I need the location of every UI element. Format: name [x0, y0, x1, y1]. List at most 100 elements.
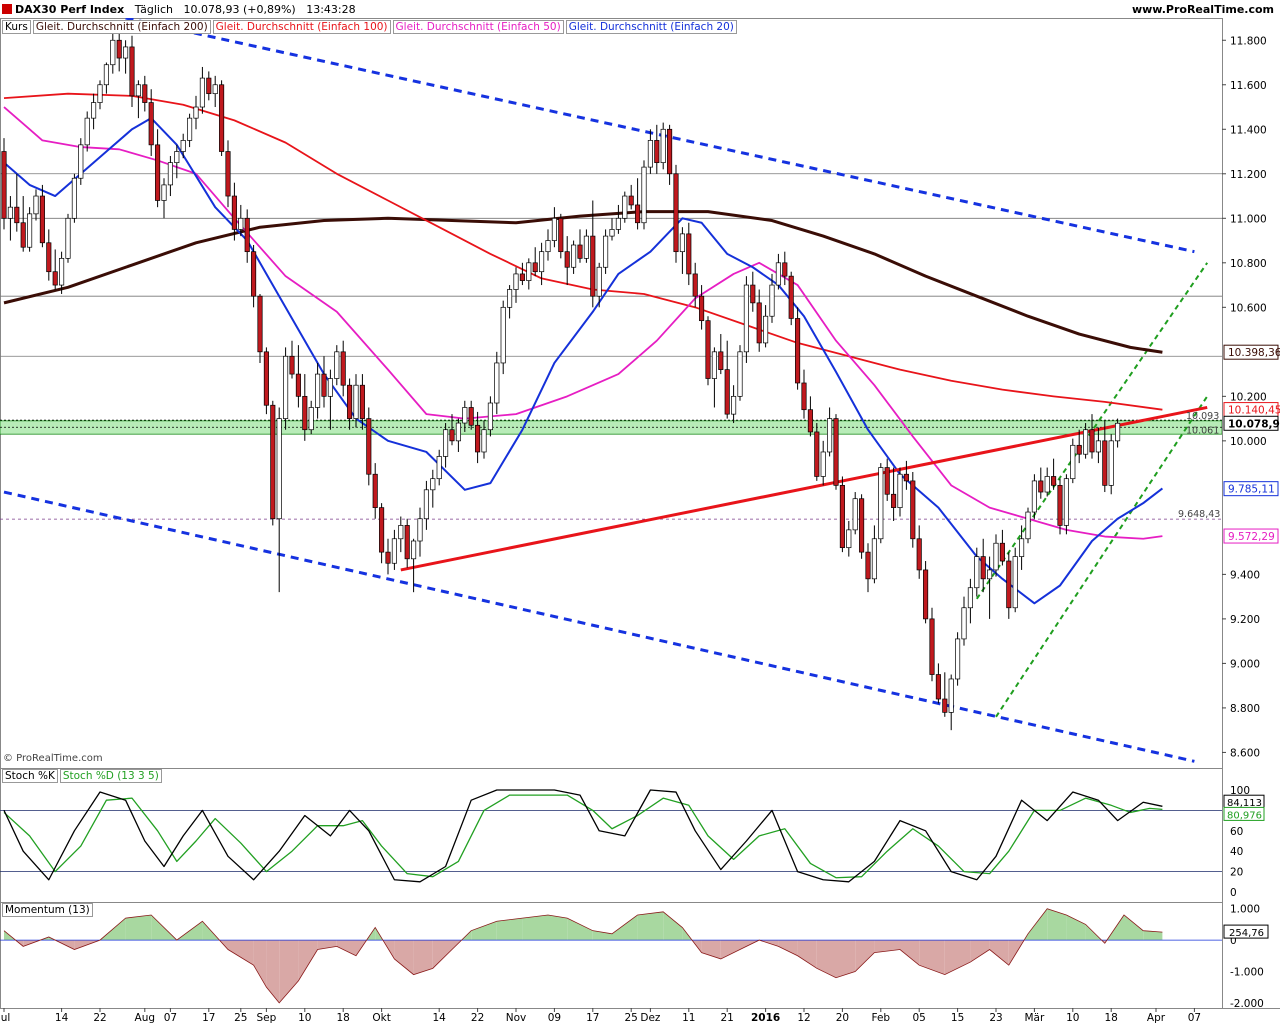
candle	[167, 155, 173, 197]
candle	[449, 414, 455, 446]
legend-ma50[interactable]: Gleit. Durchschnitt (Einfach 50)	[392, 20, 564, 34]
candle	[615, 204, 621, 234]
y-tick-label: 11.600	[1230, 80, 1267, 92]
momentum-area	[1124, 914, 1144, 941]
momentum-area	[900, 940, 920, 966]
candle-body	[404, 525, 410, 560]
candle-body	[577, 244, 583, 259]
site-label[interactable]: www.ProRealTime.com	[1131, 3, 1274, 16]
legend-ma200[interactable]: Gleit. Durchschnitt (Einfach 200)	[32, 20, 211, 34]
candle-body	[443, 429, 449, 457]
candle	[839, 476, 845, 553]
y-tick-label: 8.800	[1230, 703, 1260, 715]
momentum-legend: Momentum (13)	[2, 903, 95, 917]
candle-body	[539, 251, 545, 273]
candle	[46, 229, 52, 281]
candle	[372, 463, 378, 519]
legend-ma20[interactable]: Gleit. Durchschnitt (Einfach 20)	[565, 20, 737, 34]
candle	[7, 196, 13, 241]
candle-body	[628, 195, 634, 206]
candle	[833, 414, 839, 490]
candle	[103, 62, 109, 94]
legend-momentum[interactable]: Momentum (13)	[2, 903, 93, 917]
candle	[564, 236, 570, 286]
candle-body	[731, 395, 737, 415]
candle	[654, 124, 660, 174]
candle	[27, 207, 33, 252]
candle-body	[705, 320, 711, 379]
candle-body	[1070, 444, 1076, 480]
candle	[1006, 552, 1012, 619]
candle-body	[65, 217, 71, 259]
candle	[775, 253, 781, 290]
y-tick-label: 9.400	[1230, 569, 1260, 581]
candle-body	[1019, 538, 1025, 557]
stoch-tick-label: 20	[1230, 867, 1243, 879]
candle-body	[187, 117, 193, 141]
candle	[724, 340, 730, 419]
candle	[161, 178, 167, 219]
candle	[78, 138, 84, 185]
candle	[807, 396, 813, 437]
candle-body	[372, 473, 378, 508]
candle	[359, 374, 365, 430]
candle	[718, 334, 724, 375]
candle	[750, 271, 756, 312]
candle-body	[1, 151, 7, 219]
candle	[1038, 467, 1044, 499]
candle	[475, 411, 481, 464]
candle-body	[251, 251, 257, 297]
candle-body	[340, 351, 346, 386]
momentum-value-box	[1223, 924, 1269, 939]
candle-body	[756, 302, 762, 344]
x-tick-label: 10	[298, 1012, 311, 1024]
ma200-line	[3, 210, 1163, 354]
candle	[628, 184, 634, 210]
prorealtime-logo-icon	[2, 4, 12, 14]
candle-body	[308, 407, 314, 431]
candle	[929, 607, 935, 682]
candle	[699, 285, 705, 330]
candle	[244, 209, 250, 263]
candle-body	[500, 306, 506, 364]
candle-body	[193, 106, 199, 119]
momentum-area	[637, 911, 664, 941]
candle-body	[807, 409, 813, 433]
candle	[884, 458, 890, 501]
price-label: 9.648,43	[1178, 509, 1220, 520]
candle-body	[686, 233, 692, 275]
candle	[1108, 434, 1114, 495]
candle	[193, 95, 199, 130]
legend-ma100[interactable]: Gleit. Durchschnitt (Einfach 100)	[212, 20, 391, 34]
candle	[347, 378, 353, 430]
candle	[1051, 458, 1057, 490]
candle-body	[276, 418, 282, 520]
candle-body	[660, 128, 666, 164]
x-tick-label: 11	[682, 1012, 695, 1024]
candle	[948, 674, 954, 731]
momentum-area	[612, 914, 638, 941]
momentum-area	[1066, 914, 1086, 941]
legend-stoch-d[interactable]: Stoch %D (13 3 5)	[59, 769, 162, 783]
candle-body	[1012, 556, 1018, 609]
interval-label[interactable]: Täglich	[134, 3, 173, 16]
candle-body	[852, 498, 858, 531]
candle	[238, 204, 244, 237]
candle	[980, 538, 986, 593]
momentum-area	[471, 921, 497, 941]
momentum-panel-frame	[0, 902, 1223, 1009]
candle-body	[59, 258, 65, 286]
candle	[679, 227, 685, 274]
legend-stoch-k[interactable]: Stoch %K	[2, 769, 58, 783]
main-legend: Kurs Gleit. Durchschnitt (Einfach 200) G…	[2, 20, 739, 34]
candle	[1076, 429, 1082, 464]
candle-body	[1076, 444, 1082, 455]
candle-body	[615, 217, 621, 230]
candle	[39, 184, 45, 248]
price-label: 10.140,45	[1228, 405, 1280, 417]
candle-body	[468, 407, 474, 426]
candle	[647, 129, 653, 174]
legend-kurs[interactable]: Kurs	[2, 20, 31, 34]
candle	[129, 35, 135, 108]
